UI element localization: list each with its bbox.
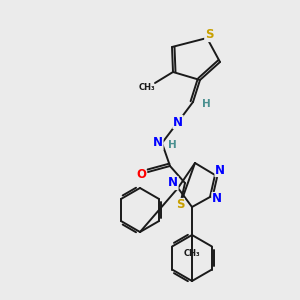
Text: N: N [215, 164, 225, 176]
Text: N: N [173, 116, 183, 128]
Text: N: N [153, 136, 163, 149]
Text: CH₃: CH₃ [139, 83, 155, 92]
Text: O: O [136, 167, 146, 181]
Text: CH₃: CH₃ [184, 248, 200, 257]
Text: N: N [212, 193, 222, 206]
Text: S: S [205, 28, 213, 41]
Text: S: S [176, 199, 184, 212]
Text: H: H [168, 140, 176, 150]
Text: N: N [168, 176, 178, 190]
Text: H: H [202, 99, 210, 109]
